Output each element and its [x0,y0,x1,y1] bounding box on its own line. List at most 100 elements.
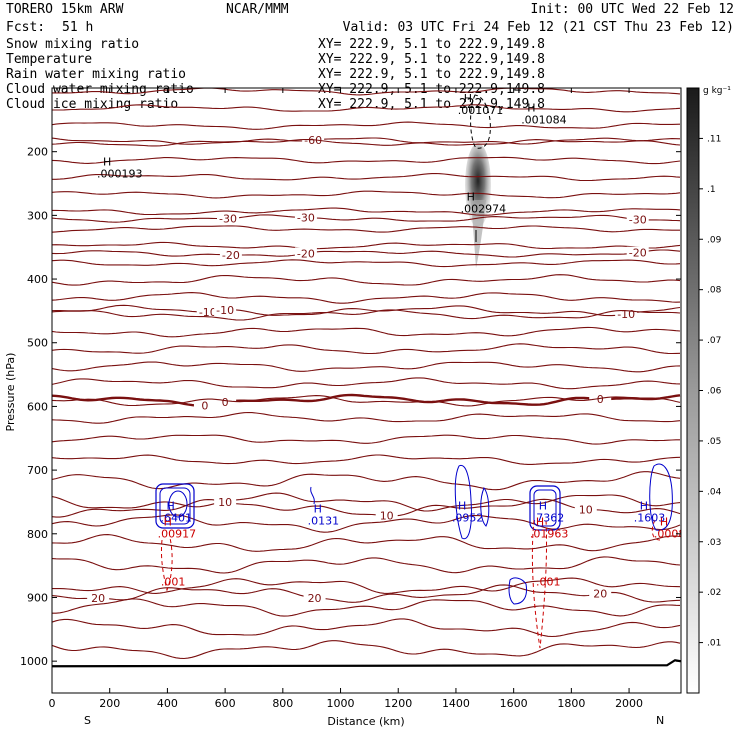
colorbar-tick-label-8: .09 [707,235,722,245]
isotherm-line [52,309,681,321]
colorbar-tick-label-0: .01 [707,639,721,649]
extremum-value-4: .6401 [161,512,193,525]
extremum-marker-7: H [539,500,547,513]
isotherm-label-bg [303,591,326,604]
isotherm-0 [52,393,681,407]
extremum-marker-1: H [464,92,472,105]
extremum-value-1: .001071 [458,104,504,117]
isotherm-label-bg [626,246,649,259]
colorbar-tick-label-5: .06 [707,387,722,397]
colorbar: .01 .02 .03 .04 .05 .06 .07 .08 .09 .1 .11 g kg⁻¹ [686,86,731,694]
colorbar-tick-label-2: .03 [707,538,721,548]
extremum-marker-10: H [536,515,544,528]
contour-label-13: .001 [536,576,561,589]
x-end-label-north: N [656,714,664,727]
fcst-label: Fcst: [6,20,45,35]
isotherm-line [52,377,681,390]
extremum-marker-3: H [467,191,475,204]
isotherm-line [52,618,681,638]
y-axis-label: Pressure (hPa) [4,353,17,432]
legend-xy-0: XY= 222.9, 5.1 to 222.9,149.8 [318,37,545,52]
legend-name-2: Rain water mixing ratio [6,67,186,82]
extremum-value-0: .000193 [97,168,143,181]
org-title: NCAR/MMM [226,2,289,17]
y-tick-label-8: 1000 [20,655,48,668]
cloud-water-contours [155,463,673,605]
legend-xy-1: XY= 222.9, 5.1 to 222.9,149.8 [318,52,545,67]
isotherm-label-20-0: 20 [91,592,105,605]
isotherm-line [52,640,681,660]
colorbar-ticks: .01 .02 .03 .04 .05 .06 .07 .08 .09 .1 .11 [699,134,722,649]
extremum-value-7: .7362 [533,512,565,525]
extremum-value-6: .0952 [452,512,484,525]
isotherm-20 [52,584,681,603]
isotherm-label-10-2: 10 [579,503,593,516]
extremum-value-9: .00917 [158,527,197,540]
x-tick-label-3: 600 [215,697,236,710]
isotherm-label--10-1: -10 [216,304,234,317]
legend-name-0: Snow mixing ratio [6,37,139,52]
x-end-label-south: S [84,714,91,727]
x-tick-label-2: 400 [157,697,178,710]
isotherm-label-bg [589,392,612,405]
surface-pressure-line [52,659,681,668]
isotherm-line [52,225,680,233]
legend-name-1: Temperature [6,52,92,67]
isotherm-line [52,274,681,286]
extremum-value-10: .01963 [530,527,569,540]
isotherm-label-10-1: 10 [380,510,394,523]
extremum-value-8: .1603 [634,512,666,525]
isotherm-line [52,534,681,552]
isotherm-line [52,411,681,424]
colorbar-tick-label-9: .1 [707,185,716,195]
x-tick-label-7: 1400 [442,697,470,710]
isotherm-line [52,598,681,617]
extremum-marker-8: H [640,500,648,513]
isotherm-line [52,326,681,338]
isotherm-label--10-0: -10 [199,306,217,319]
x-tick-label-5: 1000 [327,697,355,710]
x-tick-label-10: 2000 [615,697,643,710]
isotherm-label-bg [214,495,237,508]
colorbar-tick-label-4: .05 [707,437,721,447]
isotherm-label-bg [217,212,240,225]
isotherm-line [52,104,681,113]
isotherm-line [52,492,681,512]
colorbar-tick-label-7: .08 [707,286,722,296]
isotherm-label-0-2: 0 [597,393,604,406]
model-title: TORERO 15km ARW [6,2,124,17]
x-axis: 0 200 400 600 800 1000 1200 1400 1600 1800 2000 [49,88,643,710]
x-axis-label: Distance (km) [327,715,404,728]
isotherm-line [52,454,681,465]
isotherm-line [52,207,681,216]
colorbar-tick-label-10: .11 [707,134,721,144]
y-tick-label-5: 700 [27,464,48,477]
colorbar-tick-label-1: .02 [707,588,721,598]
isotherm-line [52,292,681,304]
extremum-marker-11: H [660,515,668,528]
extremum-marker-6: H [458,500,466,513]
isotherm-label-bg [214,395,237,408]
isotherm-line [52,156,681,165]
x-tick-label-8: 1600 [500,697,528,710]
x-tick-label-1: 200 [99,697,120,710]
isotherm-line [52,434,680,445]
isotherm-line [52,471,681,491]
contour-label-12: .001 [161,576,186,589]
legend-xy-2: XY= 222.9, 5.1 to 222.9,149.8 [318,67,545,82]
isotherm-line [52,343,681,355]
rain-contours [161,519,661,649]
y-tick-label-6: 800 [27,528,48,541]
isotherm-label-bg [87,592,110,605]
extremum-marker-5: H [314,503,322,516]
y-tick-label-3: 500 [27,337,48,350]
isotherm-line [52,190,681,199]
isotherm-label--10-2: -10 [617,308,635,321]
isotherm-label-0-1: 0 [222,396,229,409]
isotherm-label-bg [574,503,597,516]
extremum-value-11: .00084 [654,527,693,540]
x-tick-label-6: 1200 [384,697,412,710]
